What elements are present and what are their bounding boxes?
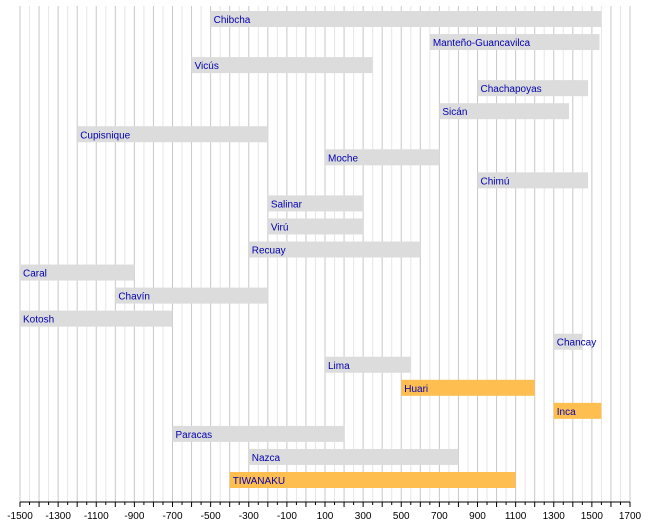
bar-label: TIWANAKU [233,476,285,487]
x-axis: -1500 -1300 -1100 -900 -700 -500 -300 -100 100 30… [7,501,642,522]
x-tick-label: 300 [355,511,372,522]
bar-chav-n [115,287,268,304]
x-tick-label: 900 [469,511,486,522]
bar-cupisnique [77,126,268,143]
bar-chancay [553,333,583,350]
grid-lines [19,6,631,502]
bar-label: Paracas [176,430,213,441]
bar-label: Chavín [118,292,150,303]
bar-label: Virú [271,222,289,233]
x-tick-label: -300 [239,511,259,522]
bar-nazca [248,448,459,465]
bar-moche [325,149,440,166]
bar-label: Manteño-Guancavilca [433,38,531,49]
x-tick-label: -100 [277,511,297,522]
x-tick-label: 1100 [505,511,527,522]
bar-caral [20,264,135,281]
x-tick-label: 1500 [581,511,604,522]
bar-kotosh [20,310,173,327]
x-tick-label: 700 [431,511,448,522]
bar-lima [325,356,411,373]
bar-label: Recuay [252,246,286,257]
x-tick-label: -1100 [84,511,109,522]
bar-label: Cupisnique [80,130,130,141]
bar-vir- [267,218,364,235]
bar-label: Vicús [195,61,219,72]
x-tick-label: 1700 [619,511,642,522]
x-tick-label: -500 [201,511,221,522]
bar-mante-o-guancavilca [429,34,600,51]
bar-label: Huari [404,384,428,395]
x-tick-label: -1300 [45,511,71,522]
bar-tiwanaku [229,472,516,488]
bar-huari [401,379,535,396]
bar-salinar [267,195,364,212]
bar-chim- [477,172,589,189]
bar-label: Inca [557,407,576,418]
bar-label: Chancay [557,338,596,349]
bar-sic-n [439,103,569,120]
bar-label: Chachapoyas [481,84,542,95]
x-tick-label: 100 [317,511,334,522]
bar-label: Chimú [481,176,510,187]
bar-recuay [248,241,421,258]
bars: Chibcha Manteño-Guancavilca Vicús Chachapoy… [20,11,602,488]
bar-vic-s [191,57,373,74]
bar-label: Nazca [252,453,281,464]
bar-label: Sicán [442,107,467,118]
x-tick-label: 1300 [543,511,566,522]
bar-label: Moche [328,153,358,164]
bar-paracas [172,425,345,442]
bar-chachapoyas [477,80,589,97]
bar-label: Salinar [271,199,303,210]
bar-chibcha [210,11,602,27]
bar-label: Lima [328,361,350,372]
bar-label: Chibcha [214,15,251,26]
x-tick-label: 500 [393,511,410,522]
x-tick-label: -700 [162,511,182,522]
bar-label: Caral [23,269,47,280]
bar-label: Kotosh [23,315,54,326]
bar-inca [553,402,602,419]
x-tick-label: -900 [124,511,144,522]
x-tick-label: -1500 [7,511,33,522]
